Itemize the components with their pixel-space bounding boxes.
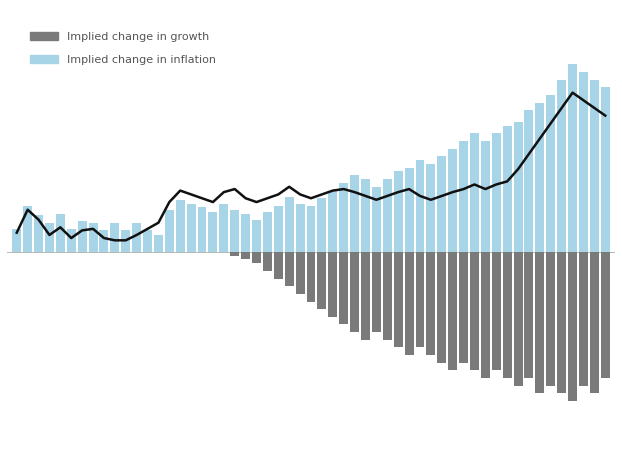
Bar [317,198,327,252]
Bar [230,210,239,252]
Bar [361,252,370,340]
Bar [328,252,337,317]
Bar [361,179,370,252]
Bar [339,252,348,324]
Bar [536,103,544,252]
Bar [437,252,446,363]
Bar [481,252,490,378]
Bar [350,252,359,332]
Bar [568,252,577,401]
Bar [56,213,65,252]
Bar [405,167,414,252]
Bar [88,223,98,252]
Bar [220,204,228,252]
Bar [263,212,272,252]
Bar [503,252,512,378]
Bar [415,160,424,252]
Bar [307,206,315,252]
Bar [187,204,195,252]
Bar [492,252,501,370]
Bar [263,252,272,271]
Bar [165,210,174,252]
Bar [121,230,130,252]
Bar [328,191,337,252]
Bar [448,252,457,370]
Bar [383,252,392,340]
Bar [448,149,457,252]
Bar [503,125,512,252]
Bar [295,252,305,294]
Bar [285,197,294,252]
Bar [481,141,490,252]
Bar [143,230,152,252]
Bar [132,223,141,252]
Bar [427,252,435,355]
Bar [110,223,119,252]
Bar [295,204,305,252]
Bar [557,252,566,394]
Bar [78,221,86,252]
Bar [546,95,555,252]
Bar [394,252,402,348]
Bar [372,187,381,252]
Bar [590,79,599,252]
Bar [154,235,163,252]
Bar [514,252,522,385]
Bar [307,252,315,302]
Bar [241,213,250,252]
Bar [230,252,239,255]
Bar [100,230,108,252]
Bar [546,252,555,385]
Bar [524,110,534,252]
Bar [459,252,468,363]
Bar [317,252,327,309]
Bar [470,133,479,252]
Bar [579,72,588,252]
Bar [383,179,392,252]
Bar [470,252,479,370]
Bar [557,79,566,252]
Bar [601,252,610,378]
Bar [437,156,446,252]
Bar [198,208,207,252]
Bar [405,252,414,355]
Bar [514,122,522,252]
Bar [34,215,43,252]
Bar [394,171,402,252]
Bar [252,252,261,263]
Bar [67,229,76,252]
Bar [524,252,534,378]
Bar [12,229,21,252]
Bar [252,219,261,252]
Bar [274,206,283,252]
Bar [45,223,54,252]
Bar [274,252,283,279]
Bar [536,252,544,394]
Bar [285,252,294,286]
Bar [241,252,250,260]
Bar [176,200,185,252]
Bar [415,252,424,348]
Bar [579,252,588,385]
Legend: Implied change in growth, Implied change in inflation: Implied change in growth, Implied change… [25,26,221,71]
Bar [208,212,217,252]
Bar [492,133,501,252]
Bar [568,64,577,252]
Bar [427,164,435,252]
Bar [350,175,359,252]
Bar [590,252,599,394]
Bar [339,183,348,252]
Bar [23,206,32,252]
Bar [372,252,381,332]
Bar [601,88,610,252]
Bar [459,141,468,252]
